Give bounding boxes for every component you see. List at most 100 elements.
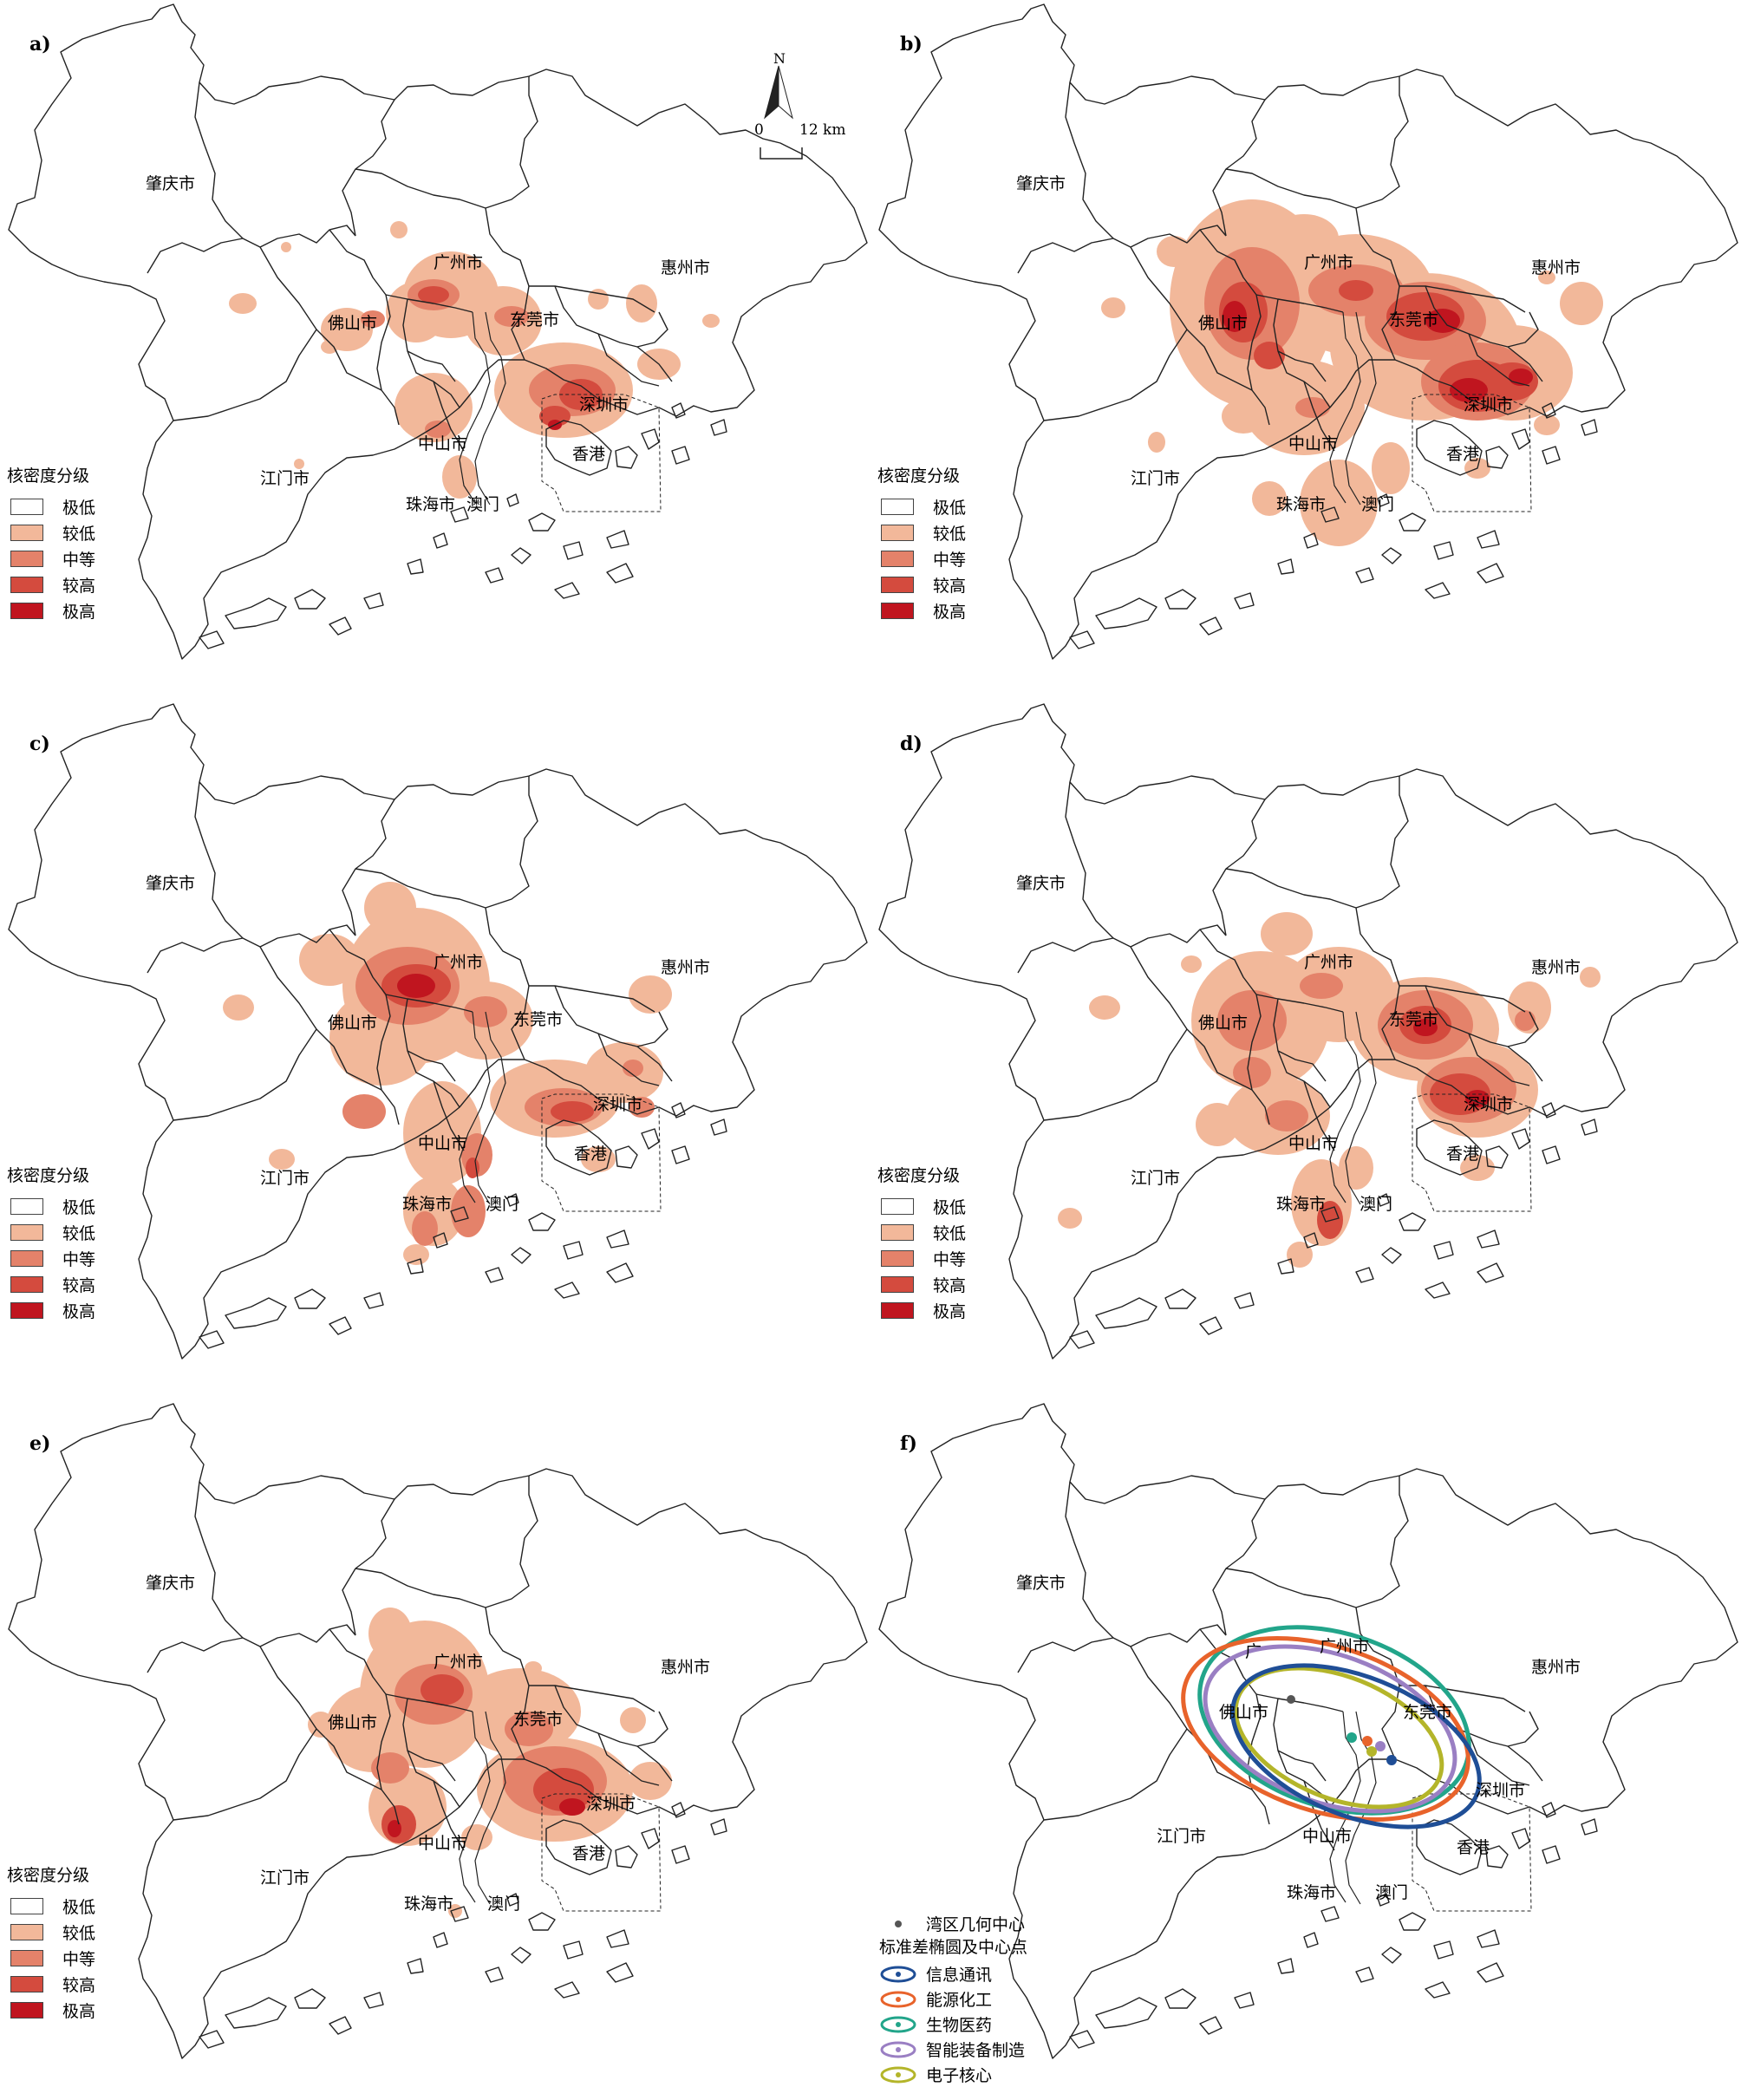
panel-a: a) 肇庆市 广州市 惠州市 佛山市 东莞市 深圳市 中山市 江门市 香港 珠海… bbox=[0, 0, 870, 700]
legend-item: 极低 bbox=[7, 1193, 95, 1219]
city-shenzhen: 深圳市 bbox=[1464, 1095, 1514, 1114]
city-hongkong: 香港 bbox=[1457, 1838, 1490, 1857]
legend-swatch bbox=[10, 1923, 43, 1940]
legend-swatch bbox=[881, 498, 914, 515]
legend-swatch bbox=[10, 1223, 43, 1241]
density-legend: 核密度分级 极低 较低 中等 较高 极高 bbox=[7, 1163, 95, 1323]
city-shenzhen: 深圳市 bbox=[586, 1795, 636, 1814]
city-guangzhou: 广州市 bbox=[1304, 953, 1354, 972]
scale-start: 0 bbox=[754, 121, 764, 139]
ellipse-electronic bbox=[1233, 1666, 1444, 1810]
city-zhongshan: 中山市 bbox=[418, 1134, 468, 1153]
legend-title: 核密度分级 bbox=[877, 466, 961, 486]
legend-label: 湾区几何中心 bbox=[926, 1915, 1026, 1934]
city-macau: 澳门 bbox=[466, 495, 500, 514]
legend-label: 极低 bbox=[62, 1197, 96, 1217]
city-guangzhou: 广州市 bbox=[1304, 253, 1354, 272]
city-dongguan: 东莞市 bbox=[513, 1710, 564, 1729]
ellipse-info bbox=[1230, 1663, 1482, 1829]
legend-item: 较低 bbox=[7, 519, 95, 545]
ellipse-centers bbox=[1287, 1695, 1397, 1765]
city-guangzhou-cut: 广 bbox=[1245, 1642, 1262, 1661]
legend-swatch bbox=[881, 576, 914, 593]
city-hongkong: 香港 bbox=[572, 445, 606, 464]
legend-item: 极低 bbox=[7, 1893, 95, 1919]
density-legend: 核密度分级 极低 较低 中等 较高 极高 bbox=[7, 1862, 95, 2023]
city-foshan: 佛山市 bbox=[328, 1014, 378, 1033]
ellipse-icon bbox=[880, 2041, 916, 2058]
legend-item: 智能装备制造 bbox=[879, 2037, 1027, 2062]
city-macau: 澳门 bbox=[1361, 495, 1395, 514]
legend-swatch bbox=[881, 1275, 914, 1293]
city-shenzhen: 深圳市 bbox=[1464, 395, 1514, 414]
legend-label: 极高 bbox=[933, 602, 967, 622]
city-jiangmen: 江门市 bbox=[1131, 469, 1181, 488]
city-huizhou: 惠州市 bbox=[1531, 1658, 1581, 1677]
density-legend: 核密度分级 极低 较低 中等 较高 极高 bbox=[877, 463, 966, 623]
legend-item: 较低 bbox=[7, 1919, 95, 1945]
city-dongguan: 东莞市 bbox=[513, 1010, 564, 1029]
legend-item: 中等 bbox=[7, 545, 95, 571]
center-electronic bbox=[1366, 1746, 1377, 1757]
legend-title: 核密度分级 bbox=[7, 1166, 90, 1185]
legend-swatch bbox=[881, 1301, 914, 1319]
city-zhongshan: 中山市 bbox=[418, 1834, 468, 1853]
legend-item: 极低 bbox=[877, 493, 966, 519]
city-foshan: 佛山市 bbox=[328, 1713, 378, 1732]
city-zhaoqing: 肇庆市 bbox=[146, 874, 196, 893]
legend-swatch bbox=[10, 1275, 43, 1293]
city-foshan: 佛山市 bbox=[1198, 314, 1249, 333]
legend-item: 较高 bbox=[7, 1271, 95, 1297]
legend-label: 中等 bbox=[62, 1249, 96, 1269]
legend-swatch bbox=[881, 550, 914, 567]
legend-item: 中等 bbox=[7, 1945, 95, 1971]
density-hotspots-a bbox=[229, 221, 720, 499]
ellipse-energy bbox=[1181, 1635, 1470, 1823]
legend-swatch bbox=[881, 1249, 914, 1267]
ellipse-map-f bbox=[878, 1403, 1738, 2059]
legend-item: 极高 bbox=[7, 1297, 95, 1323]
city-hongkong: 香港 bbox=[1446, 445, 1480, 464]
legend-label: 较低 bbox=[62, 524, 96, 544]
legend-item: 极低 bbox=[7, 493, 95, 519]
city-huizhou: 惠州市 bbox=[661, 258, 711, 277]
legend-label: 电子核心 bbox=[926, 2066, 993, 2085]
legend-swatch bbox=[10, 2001, 43, 2018]
city-zhuhai: 珠海市 bbox=[406, 495, 456, 514]
scale-bar bbox=[760, 147, 803, 160]
legend-label: 极高 bbox=[62, 1301, 96, 1321]
density-map-c bbox=[8, 703, 868, 1360]
legend-label: 中等 bbox=[933, 1249, 967, 1269]
city-zhongshan: 中山市 bbox=[1288, 1134, 1339, 1153]
panel-label: d) bbox=[900, 733, 923, 755]
legend-label: 较高 bbox=[62, 576, 96, 596]
legend-label: 较低 bbox=[933, 524, 967, 544]
city-shenzhen: 深圳市 bbox=[1476, 1781, 1526, 1800]
legend-swatch bbox=[10, 524, 43, 541]
panel-label: b) bbox=[900, 33, 923, 55]
city-huizhou: 惠州市 bbox=[1531, 958, 1581, 977]
legend-swatch bbox=[10, 1975, 43, 1992]
panel-f: f) 肇庆市 广 广州市 惠州市 佛山市 东莞市 深圳市 中山市 江门市 香港 … bbox=[870, 1399, 1741, 2099]
legend-label: 中等 bbox=[62, 550, 96, 570]
legend-label: 较高 bbox=[62, 1975, 96, 1995]
legend-label: 极高 bbox=[933, 1301, 967, 1321]
city-zhuhai: 珠海市 bbox=[1276, 1195, 1327, 1214]
legend-label: 生物医药 bbox=[926, 2016, 993, 2035]
ellipse-legend: 湾区几何中心 标准差椭圆及中心点 信息通讯 能源化工 生物医药 智能装备制造 电… bbox=[879, 1911, 1027, 2087]
city-jiangmen: 江门市 bbox=[260, 1868, 310, 1888]
legend-label: 极低 bbox=[62, 1897, 96, 1917]
legend-item: 电子核心 bbox=[879, 2062, 1027, 2087]
panel-label: e) bbox=[29, 1432, 51, 1455]
legend-label: 较高 bbox=[933, 576, 967, 596]
legend-item: 中等 bbox=[877, 545, 966, 571]
city-zhuhai: 珠海市 bbox=[1276, 495, 1327, 514]
city-jiangmen: 江门市 bbox=[260, 469, 310, 488]
center-bio bbox=[1347, 1732, 1357, 1743]
center-info bbox=[1386, 1755, 1397, 1765]
city-hongkong: 香港 bbox=[572, 1844, 606, 1863]
city-dongguan: 东莞市 bbox=[510, 310, 560, 329]
panel-label: f) bbox=[900, 1432, 917, 1455]
legend-swatch bbox=[881, 524, 914, 541]
city-dongguan: 东莞市 bbox=[1389, 310, 1439, 329]
